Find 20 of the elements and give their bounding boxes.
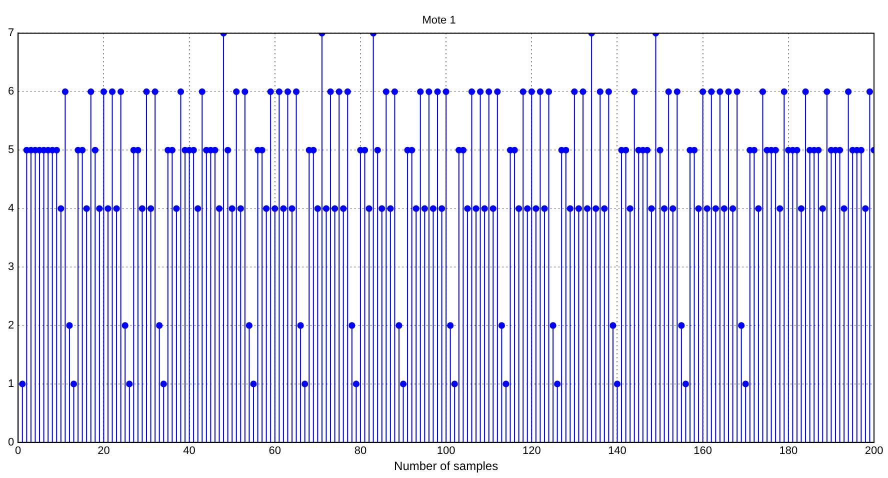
x-tick-label: 60 bbox=[268, 445, 282, 458]
chart-title: Mote 1 bbox=[422, 14, 456, 27]
x-tick-label: 120 bbox=[522, 445, 541, 458]
x-tick-label: 200 bbox=[864, 445, 884, 458]
y-tick-label: 4 bbox=[8, 202, 14, 215]
x-tick-label: 80 bbox=[354, 445, 367, 458]
y-tick-label: 1 bbox=[8, 378, 14, 390]
x-tick-label: 100 bbox=[436, 445, 456, 458]
x-tick-label: 40 bbox=[183, 445, 196, 458]
y-tick-label: 3 bbox=[8, 261, 14, 274]
y-tick-label: 7 bbox=[8, 27, 14, 40]
x-tick-label: 20 bbox=[98, 445, 110, 458]
x-tick-label: 160 bbox=[694, 445, 712, 458]
x-axis-title: Number of samples bbox=[394, 459, 498, 474]
y-tick-label: 6 bbox=[8, 86, 14, 98]
x-tick-label: 140 bbox=[608, 445, 626, 458]
y-tick-label: 5 bbox=[8, 144, 14, 156]
y-tick-label: 2 bbox=[8, 320, 14, 332]
y-tick-label: 0 bbox=[8, 436, 14, 448]
x-tick-label: 180 bbox=[779, 445, 798, 458]
